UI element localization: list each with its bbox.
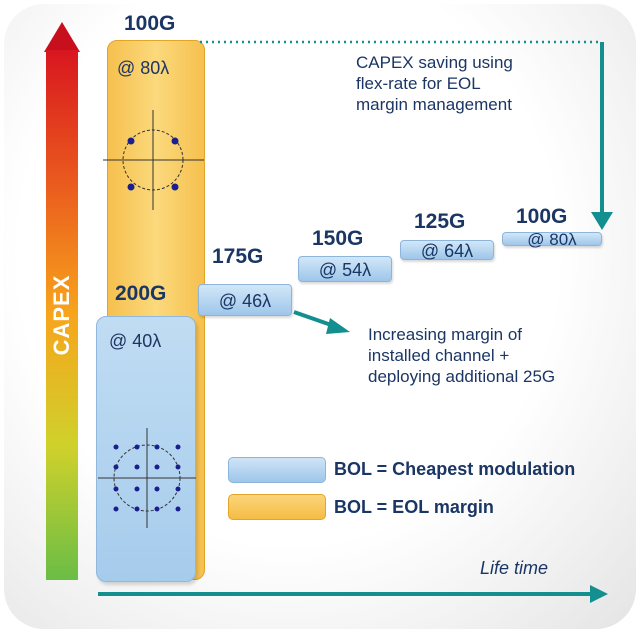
step-rate-125g: 125G: [414, 210, 466, 233]
legend-label-eol: BOL = EOL margin: [334, 497, 494, 517]
step-rate-100g: 100G: [516, 205, 568, 228]
legend-swatch-blue: [228, 457, 326, 483]
qam16-constellation-icon: [98, 428, 196, 528]
step-box-46-lambda: @ 46λ: [198, 284, 292, 316]
capex-saving-note: CAPEX saving using flex-rate for EOL mar…: [356, 53, 513, 114]
step-lambda-54: @ 54λ: [318, 260, 372, 280]
qpsk-constellation-icon: [103, 110, 204, 210]
lifetime-axis-arrow-icon: [98, 585, 608, 603]
legend-label-cheapest: BOL = Cheapest modulation: [334, 459, 576, 479]
step-box-80-lambda: @ 80λ: [502, 230, 602, 249]
step-lambda-64: @ 64λ: [420, 241, 474, 261]
increasing-margin-arrow-icon: [293, 310, 350, 334]
step-box-54-lambda: @ 54λ: [298, 256, 392, 282]
top-lambda-label: @ 80λ: [117, 58, 170, 78]
step-rate-150g: 150G: [312, 227, 364, 250]
step-box-64-lambda: @ 64λ: [400, 240, 494, 261]
step-lambda-80: @ 80λ: [527, 230, 577, 249]
bol-rate-label: 200G: [115, 282, 167, 305]
bol-lambda-label: @ 40λ: [109, 331, 162, 351]
step-rate-175g: 175G: [212, 245, 264, 268]
step-lambda-46: @ 46λ: [218, 291, 272, 311]
lifetime-axis-label: Life time: [480, 558, 549, 578]
capex-axis-arrow: [46, 50, 78, 580]
capex-arrow-head-icon: [44, 22, 80, 52]
top-rate-label: 100G: [124, 12, 176, 35]
increasing-margin-note: Increasing margin of installed channel +…: [368, 325, 556, 386]
capex-saving-arrow-icon: [591, 42, 613, 230]
legend-swatch-orange: [228, 494, 326, 520]
